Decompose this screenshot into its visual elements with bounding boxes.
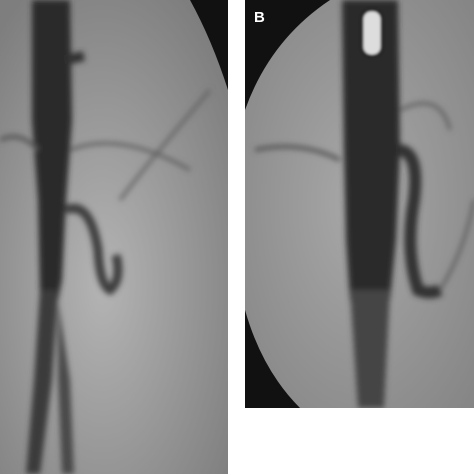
field-edge: [190, 0, 228, 90]
panel-b: [245, 0, 474, 408]
catheter-tip: [360, 8, 384, 58]
vessels-a: [0, 0, 212, 474]
panel-a: [0, 0, 228, 474]
field-edge: [245, 0, 330, 110]
panel-label: B: [254, 9, 265, 26]
vessels-b: [254, 0, 474, 408]
field-edge: [245, 310, 300, 408]
